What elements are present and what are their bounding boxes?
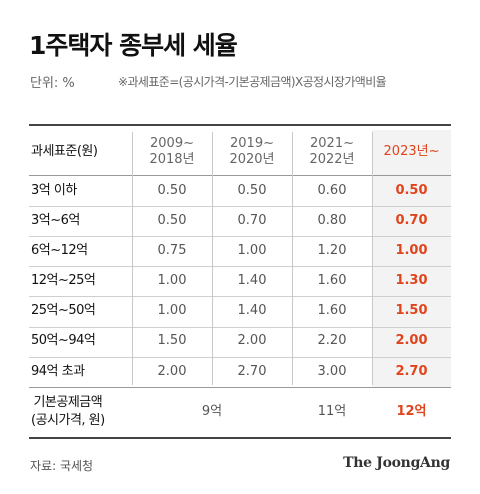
rate-value: 2.00	[237, 333, 267, 349]
row-divider	[29, 206, 451, 208]
rate-value: 1.20	[317, 243, 347, 259]
rate-value: 0.70	[395, 213, 428, 229]
rate-value: 0.50	[395, 182, 428, 198]
column-separator	[372, 132, 373, 385]
unit-label: 단위: %	[30, 76, 75, 91]
rate-value: 0.50	[237, 182, 267, 198]
source-label: 자료: 국세청	[30, 459, 94, 473]
column-separator	[212, 132, 213, 385]
header-period: 2023년~	[383, 143, 440, 159]
row-divider	[29, 236, 451, 238]
rate-value: 1.40	[237, 303, 267, 319]
rate-value: 1.30	[395, 273, 428, 289]
row-divider	[29, 266, 451, 268]
rate-value: 0.80	[317, 213, 347, 229]
row-label: 12억~25억	[31, 273, 96, 289]
deduction-2021-2022: 11억	[317, 403, 347, 419]
rate-value: 1.50	[157, 333, 187, 349]
row-label: 94억 초과	[31, 363, 85, 379]
rate-value: 1.50	[395, 303, 428, 319]
rate-value: 1.00	[157, 303, 187, 319]
rate-value: 2.00	[157, 363, 187, 379]
row-label: 3억~6억	[31, 213, 80, 229]
row-divider	[29, 326, 451, 328]
rate-value: 2.20	[317, 333, 347, 349]
rate-value: 2.70	[395, 363, 428, 379]
page-title: 1주택자 종부세 세율	[29, 31, 238, 60]
header-rule	[29, 175, 451, 176]
row-label: 3억 이하	[31, 182, 77, 198]
rate-value: 1.60	[317, 273, 347, 289]
rate-value: 0.60	[317, 182, 347, 198]
rate-value: 2.00	[395, 333, 428, 349]
header-tax-base: 과세표준(원)	[31, 143, 98, 159]
row-label: 6억~12억	[31, 243, 88, 259]
row-label: 25억~50억	[31, 303, 96, 319]
rate-value: 0.75	[157, 243, 187, 259]
rate-value: 1.40	[237, 273, 267, 289]
rate-value: 3.00	[317, 363, 347, 379]
rate-value: 0.70	[237, 213, 267, 229]
highlight-column-bg	[372, 130, 451, 387]
formula-note: ※과세표준=(공시가격-기본공제금액)X공정시장가액비율	[118, 75, 387, 89]
table-bottom-rule	[29, 436, 451, 439]
header-period: 2019~ 2020년	[229, 135, 275, 167]
row-divider	[29, 296, 451, 298]
rate-value: 2.70	[237, 363, 267, 379]
rate-value: 1.00	[157, 273, 187, 289]
rate-value: 0.50	[157, 213, 187, 229]
footer-rule	[29, 386, 451, 388]
row-divider	[29, 356, 451, 358]
column-separator	[132, 132, 133, 385]
column-separator	[292, 132, 293, 385]
rate-value: 1.00	[395, 243, 428, 259]
footer-label: 기본공제금액 (공시가격, 원)	[31, 395, 105, 428]
table-top-rule	[29, 124, 451, 126]
publisher-logo: The JoongAng	[343, 455, 450, 471]
rate-value: 1.60	[317, 303, 347, 319]
deduction-2009-2020: 9억	[201, 403, 223, 419]
header-period: 2009~ 2018년	[149, 135, 195, 167]
header-period: 2021~ 2022년	[309, 135, 355, 167]
rate-value: 0.50	[157, 182, 187, 198]
row-label: 50억~94억	[31, 333, 96, 349]
deduction-2023: 12억	[396, 403, 427, 419]
rate-value: 1.00	[237, 243, 267, 259]
